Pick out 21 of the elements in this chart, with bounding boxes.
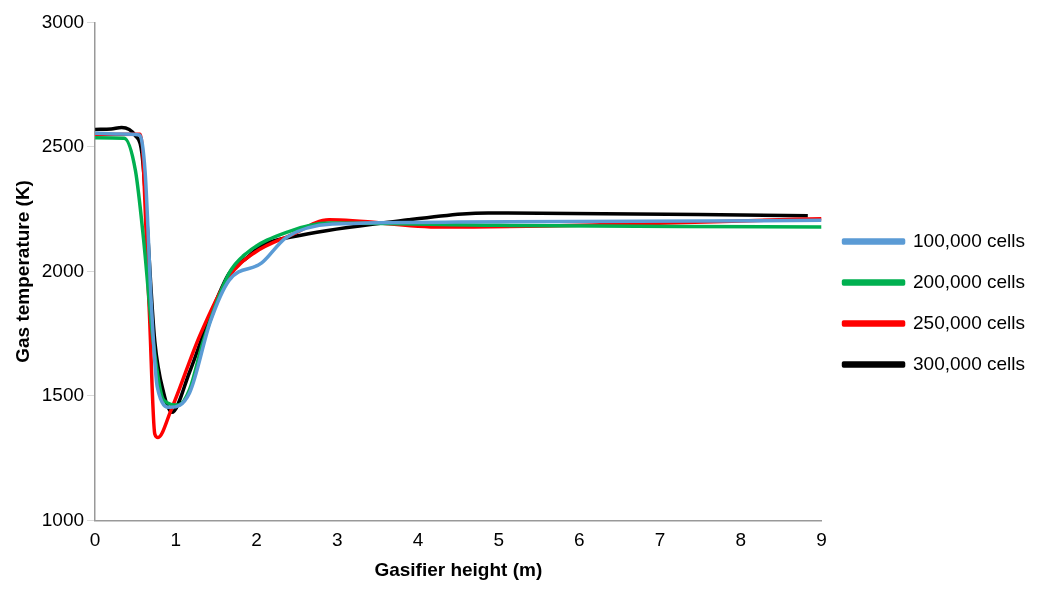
x-tick-label: 3 (331, 529, 343, 551)
legend-label: 200,000 cells (913, 270, 1025, 292)
y-tick-label: 1000 (41, 508, 85, 530)
x-tick-label: 5 (493, 529, 504, 551)
x-tick-label: 2 (251, 529, 262, 551)
legend-label: 250,000 cells (913, 311, 1025, 333)
x-tick-label: 4 (412, 529, 424, 551)
x-tick-label: 8 (735, 529, 747, 551)
y-tick-label: 2500 (41, 135, 85, 157)
x-axis-title: Gasifier height (m) (374, 558, 543, 580)
x-tick-label: 1 (170, 529, 182, 551)
x-tick-label: 7 (654, 529, 666, 551)
y-axis-title: Gas temperature (K) (11, 180, 33, 363)
legend-label: 100,000 cells (913, 229, 1025, 251)
y-tick-label: 1500 (41, 384, 85, 406)
x-tick-label: 6 (574, 529, 585, 551)
x-tick-label: 9 (816, 529, 827, 551)
y-tick-label: 3000 (41, 10, 85, 32)
legend-label: 300,000 cells (913, 352, 1025, 374)
x-tick-label: 0 (89, 529, 101, 551)
y-tick-label: 2000 (41, 259, 85, 281)
